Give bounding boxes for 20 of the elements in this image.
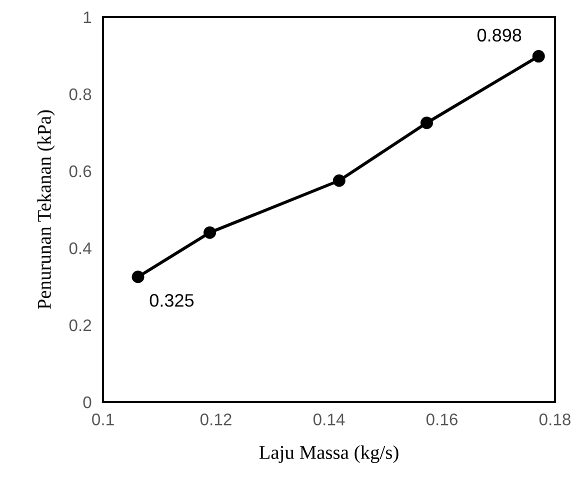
x-tick-label: 0.18 [539, 414, 570, 426]
point [420, 116, 433, 130]
point [132, 270, 144, 284]
y-tick-label: 0.4 [69, 242, 92, 254]
x-tick-label: 0.1 [92, 414, 114, 426]
point [332, 174, 346, 187]
y-tick-label: 0.6 [69, 165, 92, 178]
y-tick-label: 0 [83, 396, 92, 408]
point [532, 50, 545, 63]
x-tick-label: 0.14 [313, 414, 345, 426]
y-tick-label: 0.2 [69, 319, 92, 332]
point [204, 226, 216, 239]
y-axis-title: Penurunan Tekanan (kPa) [37, 110, 55, 310]
x-tick-label: 0.12 [200, 414, 232, 426]
x-axis-title: Laju Massa (kg/s) [259, 445, 398, 464]
y-tick-label: 1 [84, 12, 92, 24]
data-label: 0.325 [150, 294, 194, 307]
x-tick-label: 0.16 [426, 414, 458, 426]
data-label: 0.898 [477, 28, 522, 42]
y-tick-label: 0.8 [69, 88, 92, 100]
